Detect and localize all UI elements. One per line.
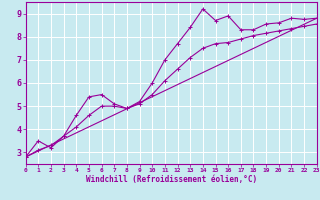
X-axis label: Windchill (Refroidissement éolien,°C): Windchill (Refroidissement éolien,°C) [86, 175, 257, 184]
